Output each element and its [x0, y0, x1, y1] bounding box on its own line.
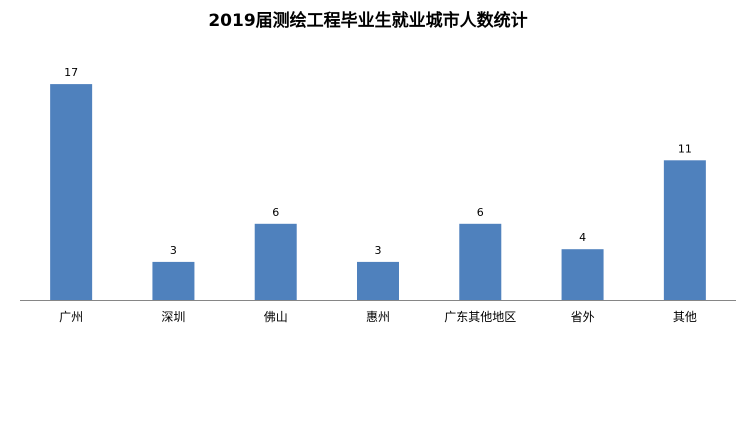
data-label-1: 3 [170, 244, 177, 257]
data-label-3: 3 [375, 244, 382, 257]
bar-2 [254, 223, 297, 300]
bar-4 [459, 223, 502, 300]
bar-3 [357, 261, 399, 300]
x-tick-label-0: 广州 [59, 310, 83, 324]
chart-title: 2019届测绘工程毕业生就业城市人数统计 [208, 11, 528, 31]
x-tick-label-6: 其他 [673, 310, 697, 324]
data-label-2: 6 [272, 206, 279, 219]
x-tick-label-1: 深圳 [161, 310, 185, 324]
x-tick-label-2: 佛山 [264, 310, 288, 324]
bar-1 [152, 261, 195, 300]
data-label-4: 6 [477, 206, 484, 219]
bar-5 [561, 249, 604, 300]
bar-6 [663, 160, 706, 300]
bar-0 [50, 84, 93, 300]
data-labels-layer: 17 3 6 3 6 4 11 [64, 66, 692, 257]
tick-labels-layer: 广州 深圳 佛山 惠州 广东其他地区 省外 其他 [59, 310, 697, 324]
x-tick-label-5: 省外 [571, 310, 595, 324]
data-label-0: 17 [64, 66, 78, 79]
x-tick-label-3: 惠州 [366, 310, 390, 324]
data-label-6: 11 [678, 142, 692, 155]
data-label-5: 4 [579, 231, 586, 244]
bars-layer [50, 84, 706, 300]
x-tick-label-4: 广东其他地区 [444, 310, 516, 324]
